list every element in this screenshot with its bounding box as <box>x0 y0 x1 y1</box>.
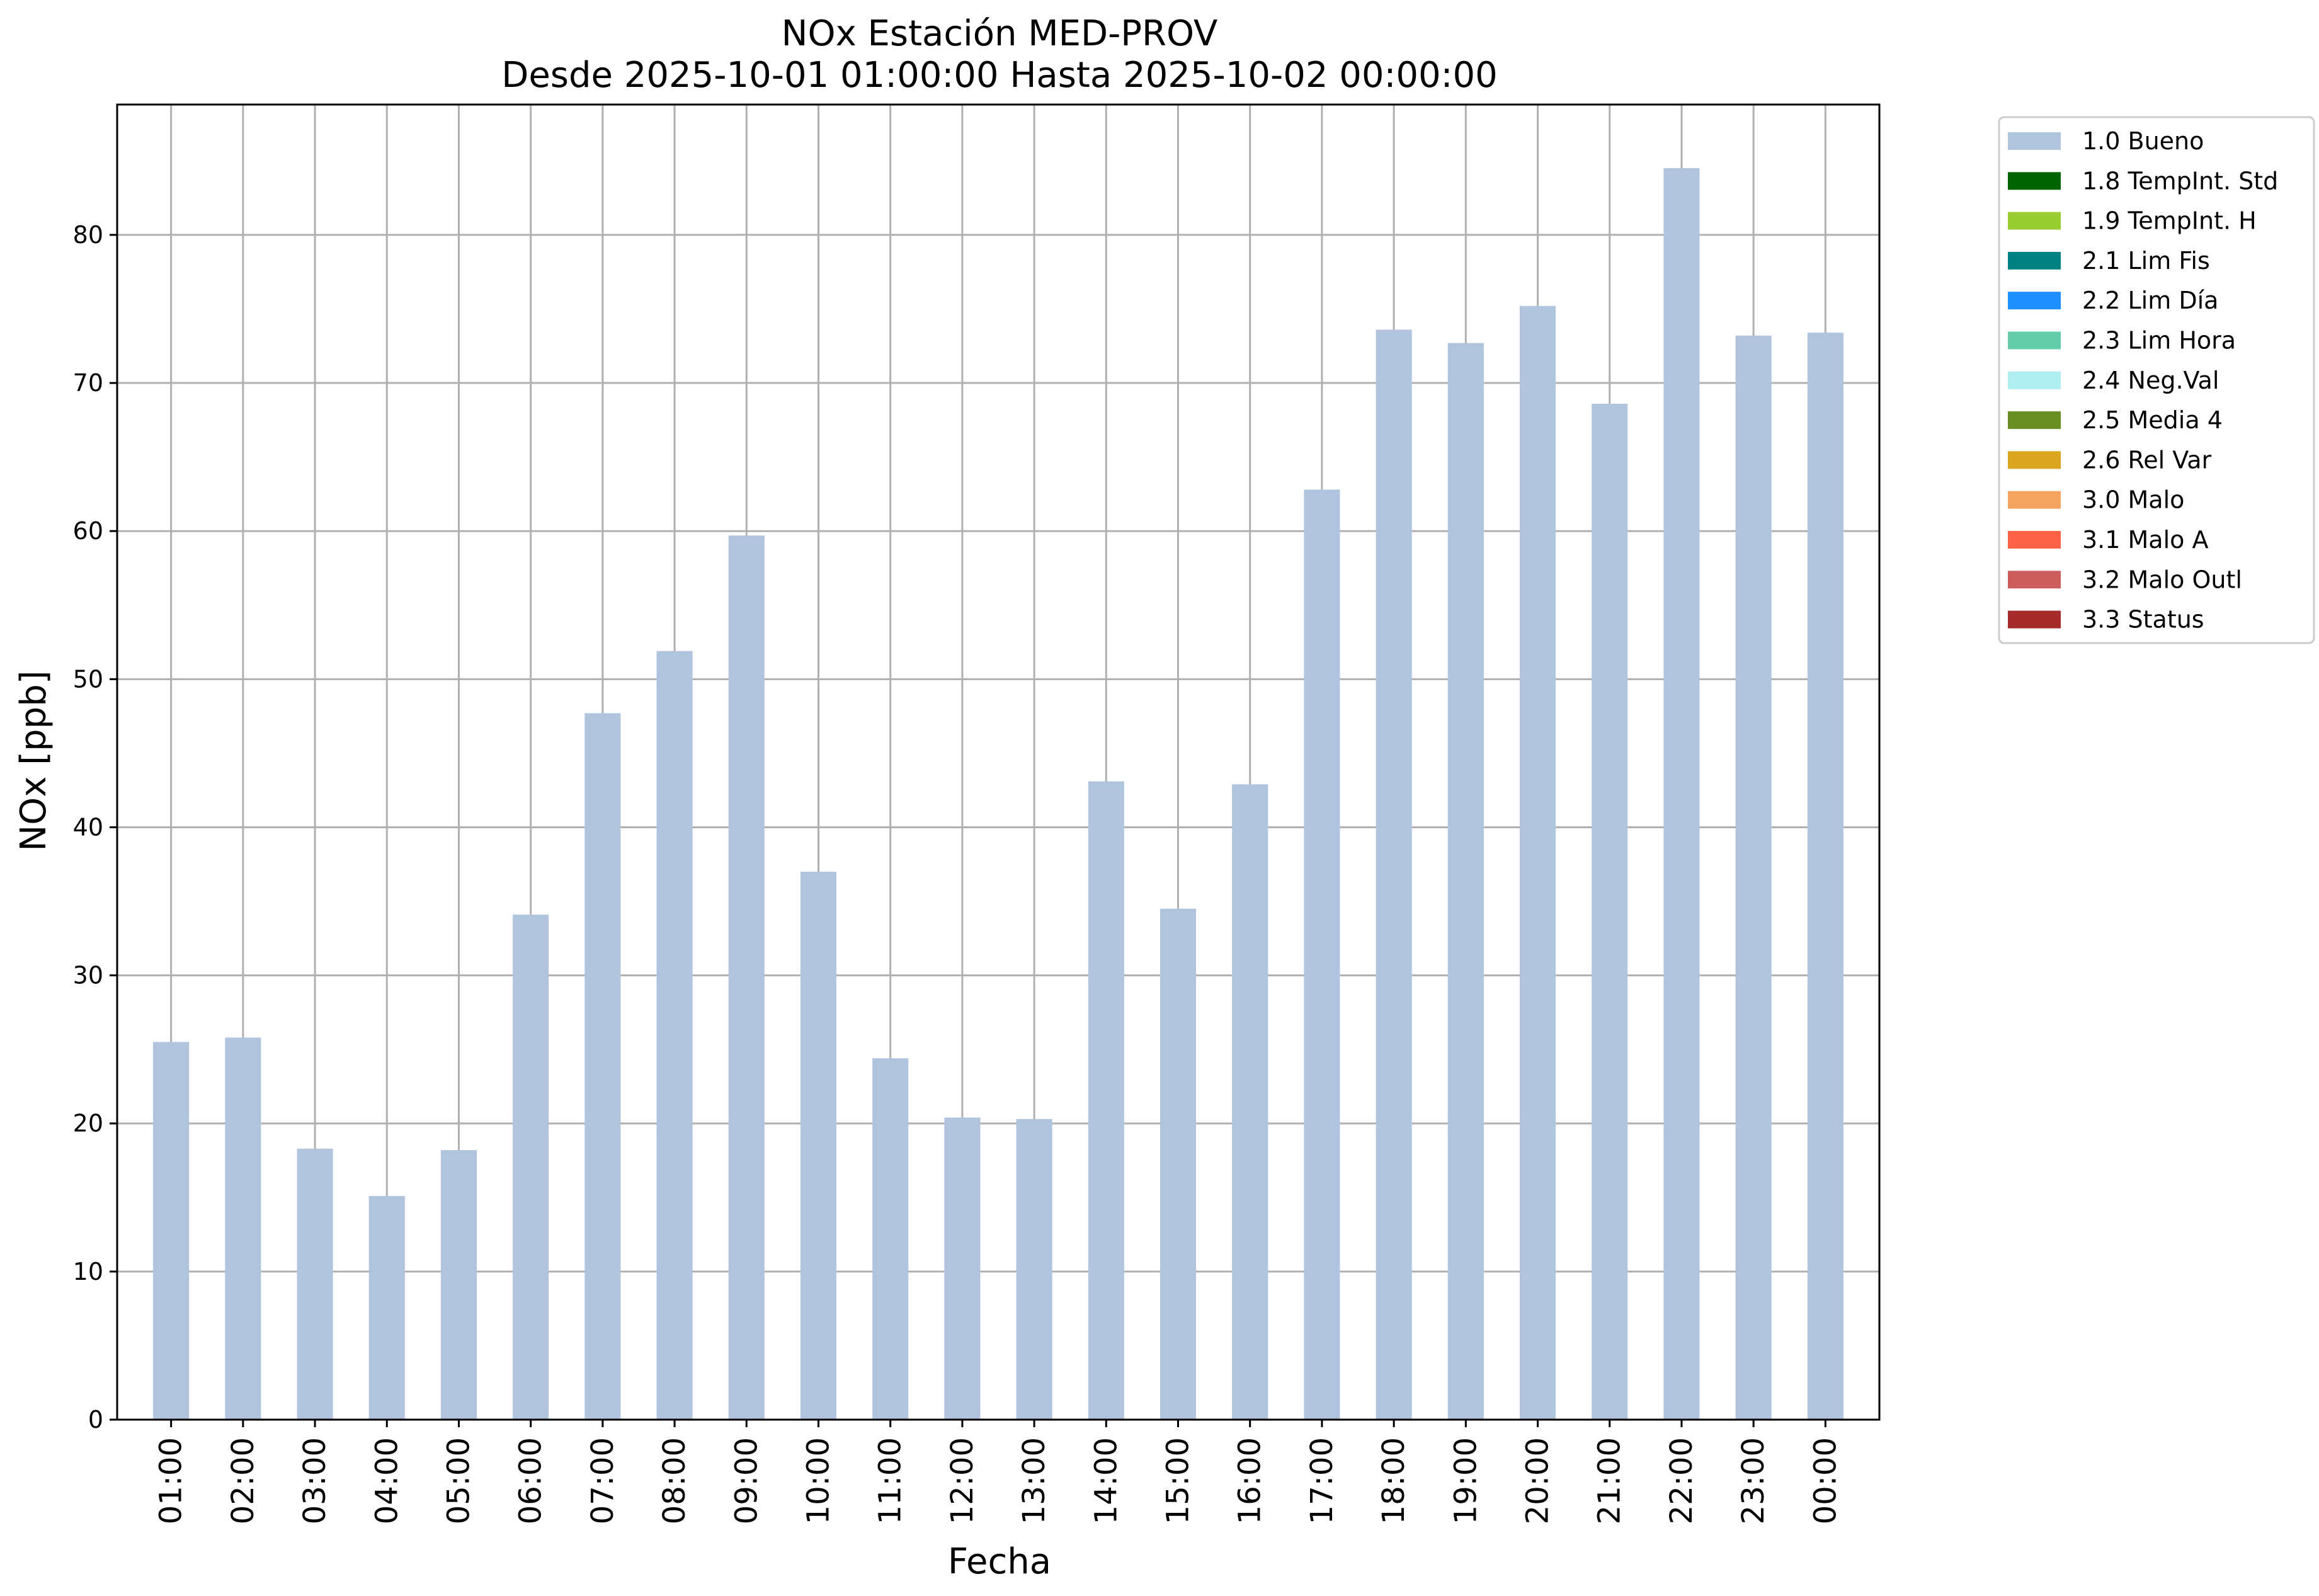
y-axis: 0 10 20 30 40 50 60 70 80 <box>73 221 117 1434</box>
y-axis-label: NOx [ppb] <box>13 670 54 851</box>
bar <box>1304 489 1340 1420</box>
bar <box>1735 335 1772 1420</box>
x-tick-label: 08:00 <box>657 1437 692 1524</box>
plot-frame <box>116 103 1881 1421</box>
legend-swatch <box>2008 331 2061 350</box>
x-tick-label: 14:00 <box>1088 1437 1124 1524</box>
x-tick-label: 17:00 <box>1304 1437 1340 1524</box>
legend-box <box>1998 116 2315 644</box>
legend-label: 1.8 TempInt. Std <box>2082 167 2278 195</box>
bar <box>225 1037 261 1420</box>
bar <box>440 1150 477 1420</box>
legend-swatch <box>2008 491 2061 509</box>
x-tick-label: 21:00 <box>1592 1437 1627 1524</box>
x-tick-label: 00:00 <box>1808 1437 1843 1524</box>
x-tick-label: 03:00 <box>297 1437 333 1524</box>
y-tick-label: 70 <box>73 369 103 397</box>
x-tick-label: 09:00 <box>729 1437 764 1524</box>
legend-label: 2.2 Lim Día <box>2082 287 2218 314</box>
x-axis: 01:00 02:00 03:00 04:00 05:00 06:00 07:00 08:00… <box>154 1420 1843 1524</box>
x-tick-label: 10:00 <box>801 1437 836 1524</box>
bar <box>368 1195 405 1420</box>
chart-title: NOx Estación MED-PROV <box>782 13 1218 54</box>
x-tick-label: 23:00 <box>1736 1437 1771 1524</box>
bar <box>1519 305 1556 1420</box>
bar <box>800 872 837 1420</box>
bar <box>1376 329 1412 1420</box>
chart-subtitle: Desde 2025-10-01 01:00:00 Hasta 2025-10-… <box>501 55 1498 96</box>
legend-swatch <box>2008 610 2061 629</box>
bar <box>1016 1119 1052 1420</box>
y-tick-label: 20 <box>73 1110 103 1137</box>
legend-label: 2.6 Rel Var <box>2082 446 2212 474</box>
bar <box>1663 168 1700 1420</box>
bar <box>153 1042 190 1420</box>
bars <box>153 168 1843 1420</box>
bar <box>944 1117 981 1420</box>
bar <box>1592 403 1628 1420</box>
bar <box>1447 343 1484 1420</box>
bar <box>584 713 621 1420</box>
legend-swatch <box>2008 371 2061 389</box>
x-tick-label: 06:00 <box>513 1437 549 1524</box>
bar <box>872 1058 909 1420</box>
x-tick-label: 13:00 <box>1017 1437 1052 1524</box>
y-tick-label: 40 <box>73 813 103 841</box>
x-tick-label: 20:00 <box>1520 1437 1556 1524</box>
legend-swatch <box>2008 132 2061 150</box>
bar <box>297 1148 333 1420</box>
legend-swatch <box>2008 172 2061 190</box>
x-tick-label: 05:00 <box>441 1437 476 1524</box>
legend-swatch <box>2008 212 2061 230</box>
x-tick-label: 07:00 <box>585 1437 620 1524</box>
legend: 1.0 Bueno 1.8 TempInt. Std 1.9 TempInt. H 2… <box>1998 116 2315 644</box>
y-tick-label: 80 <box>73 221 103 249</box>
legend-swatch <box>2008 571 2061 589</box>
x-tick-label: 19:00 <box>1448 1437 1483 1524</box>
bar <box>1807 333 1843 1420</box>
legend-label: 1.9 TempInt. H <box>2082 207 2257 235</box>
x-tick-label: 02:00 <box>225 1437 261 1524</box>
legend-label: 2.5 Media 4 <box>2082 406 2223 434</box>
x-tick-label: 12:00 <box>945 1437 980 1524</box>
legend-label: 2.4 Neg.Val <box>2082 367 2219 394</box>
legend-label: 3.1 Malo A <box>2082 526 2208 554</box>
x-tick-label: 18:00 <box>1376 1437 1411 1524</box>
legend-swatch <box>2008 451 2061 469</box>
legend-label: 3.2 Malo Outl <box>2082 566 2242 593</box>
y-tick-label: 0 <box>88 1406 103 1434</box>
y-tick-label: 10 <box>73 1258 103 1285</box>
legend-swatch <box>2008 251 2061 270</box>
legend-swatch <box>2008 411 2061 430</box>
bar <box>728 535 765 1420</box>
legend-label: 1.0 Bueno <box>2082 127 2204 155</box>
bar <box>1088 781 1124 1420</box>
legend-label: 3.0 Malo <box>2082 486 2184 514</box>
x-axis-label: Fecha <box>948 1541 1051 1582</box>
x-tick-label: 11:00 <box>873 1437 908 1524</box>
y-tick-label: 50 <box>73 665 103 693</box>
bar <box>1160 908 1197 1420</box>
x-tick-label: 04:00 <box>369 1437 404 1524</box>
y-tick-label: 30 <box>73 962 103 989</box>
bar <box>656 651 693 1420</box>
x-tick-label: 01:00 <box>154 1437 189 1524</box>
legend-swatch <box>2008 531 2061 549</box>
bar <box>513 915 549 1420</box>
y-tick-label: 60 <box>73 517 103 545</box>
legend-label: 2.3 Lim Hora <box>2082 327 2236 355</box>
x-tick-label: 22:00 <box>1664 1437 1699 1524</box>
x-tick-label: 16:00 <box>1233 1437 1268 1524</box>
legend-swatch <box>2008 292 2061 310</box>
x-tick-label: 15:00 <box>1161 1437 1196 1524</box>
legend-label: 2.1 Lim Fis <box>2082 247 2210 275</box>
legend-label: 3.3 Status <box>2082 606 2204 634</box>
bar <box>1232 784 1268 1420</box>
